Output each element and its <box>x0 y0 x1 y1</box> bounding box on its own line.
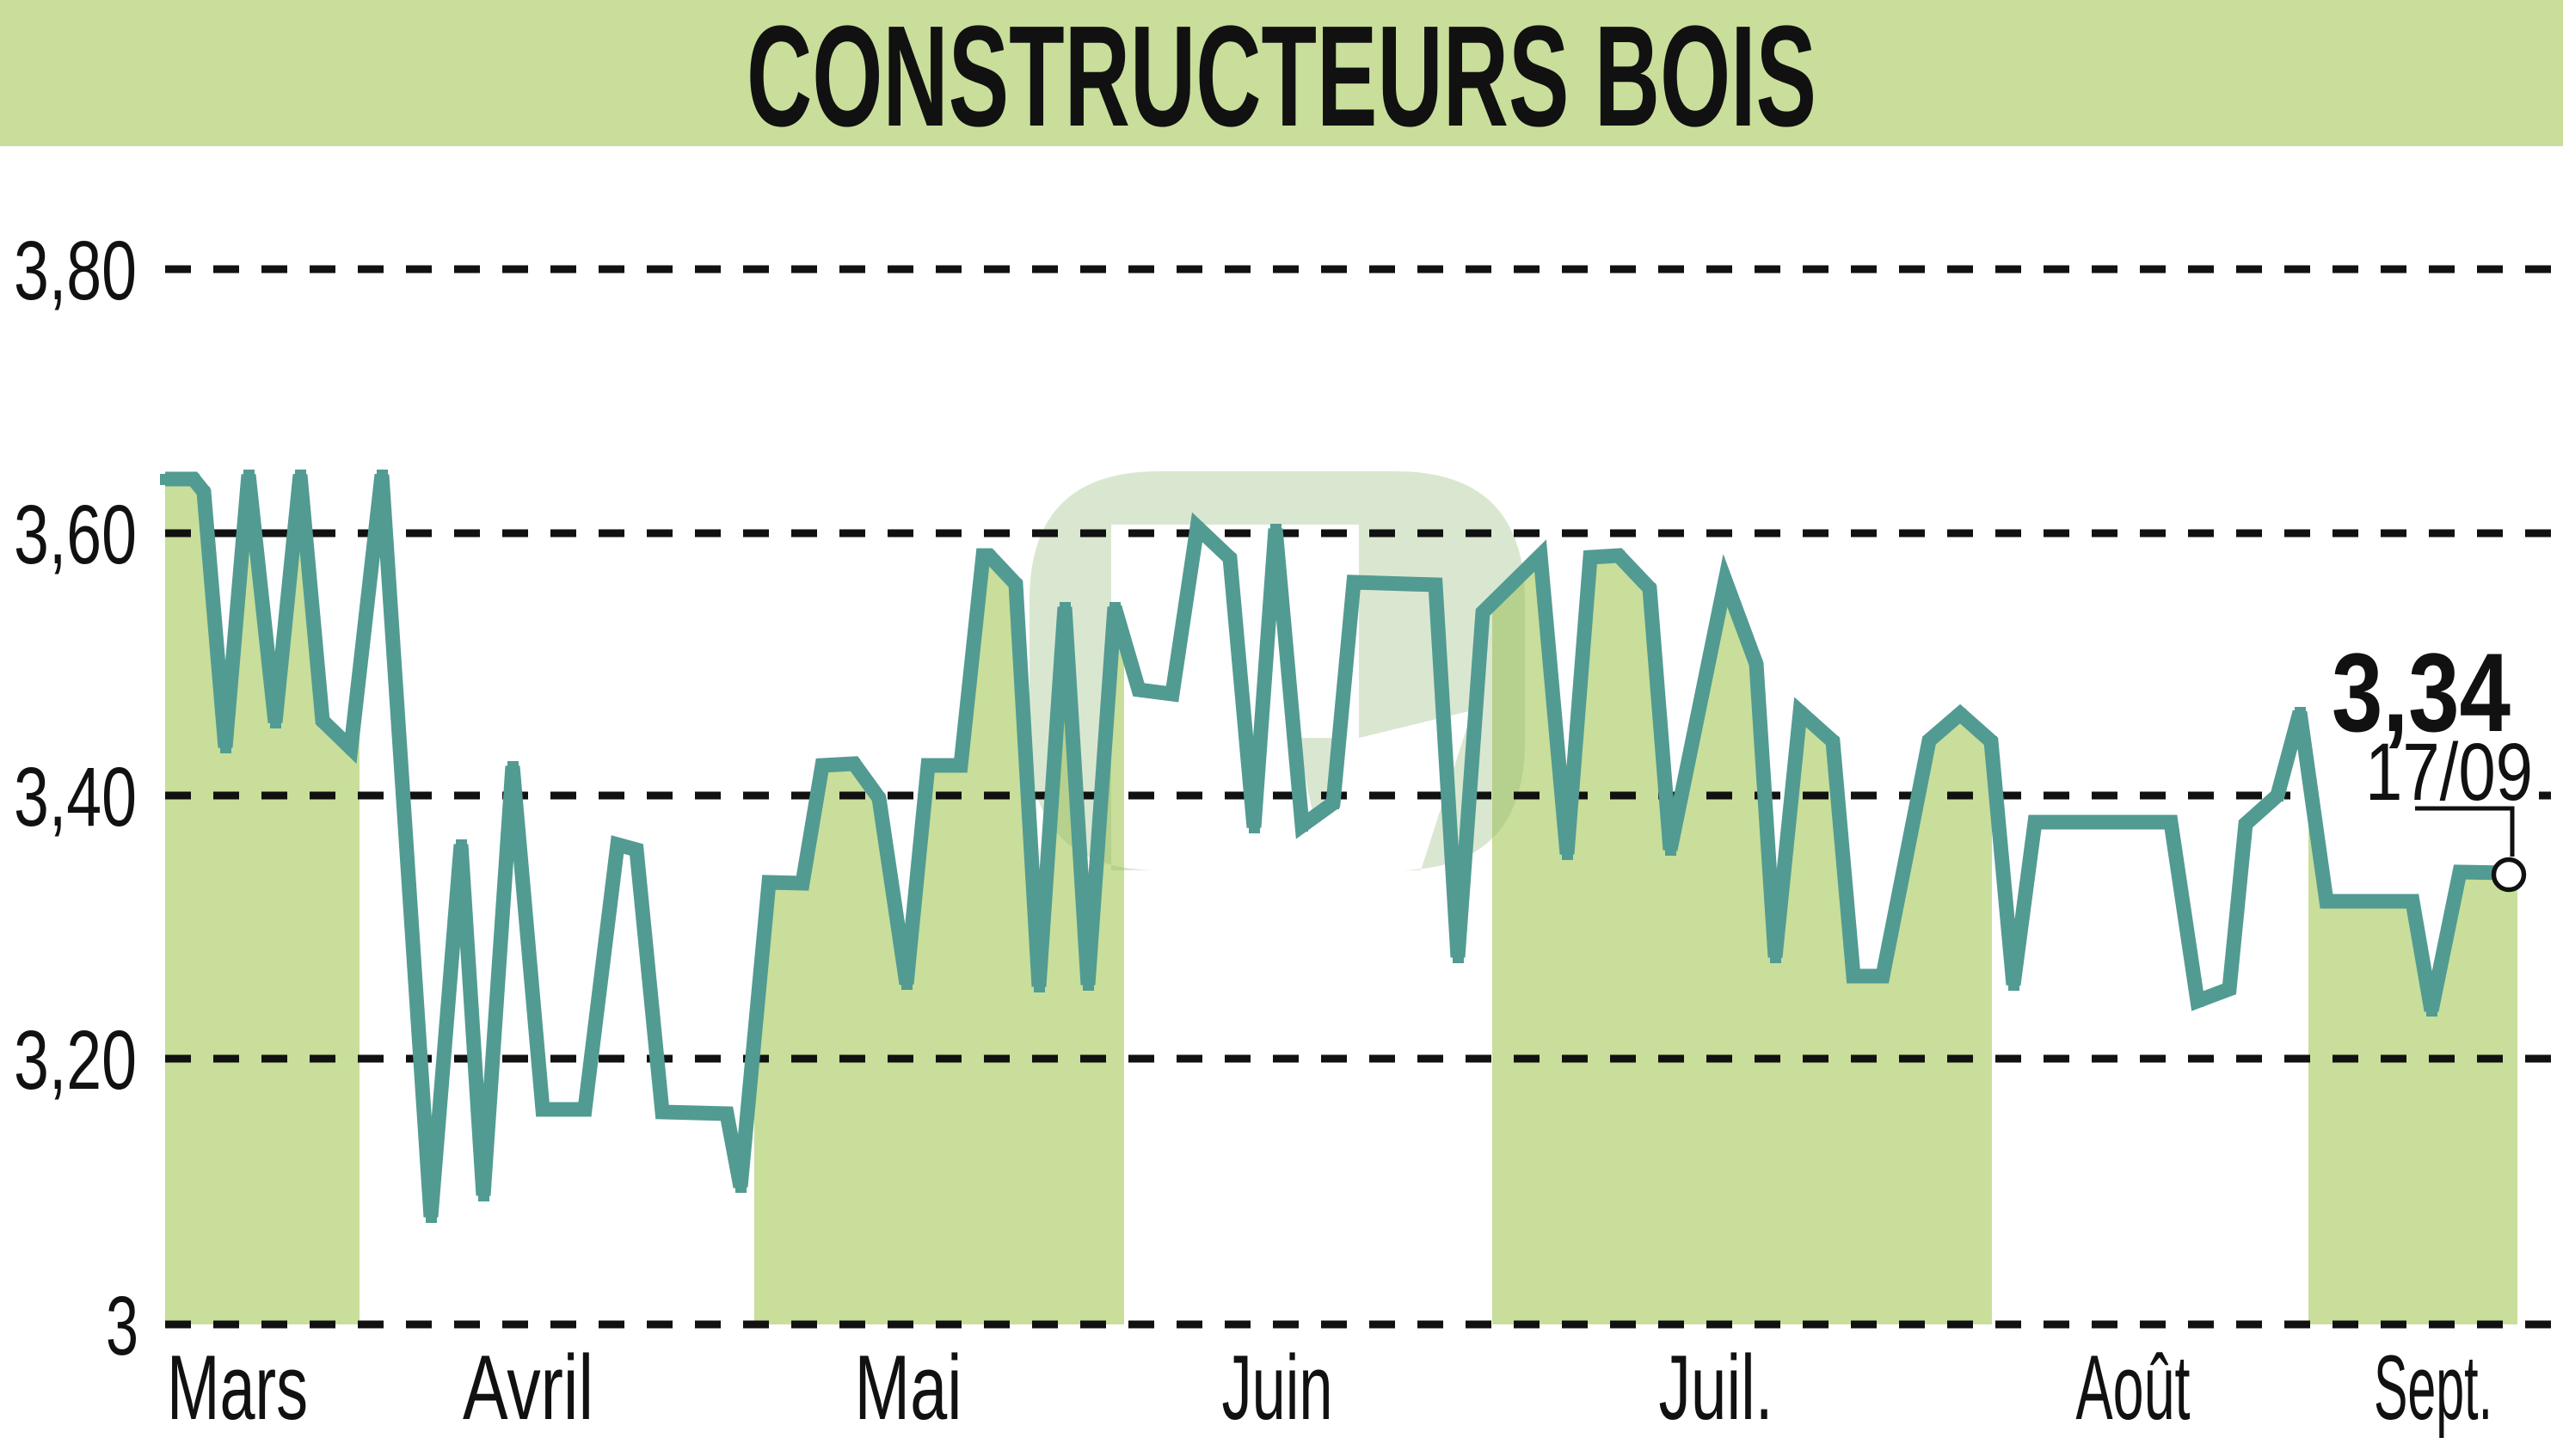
svg-text:3,20: 3,20 <box>14 1013 137 1107</box>
svg-text:CONSTRUCTEURS BOIS: CONSTRUCTEURS BOIS <box>747 0 1816 157</box>
svg-text:3: 3 <box>106 1279 138 1373</box>
svg-text:3,80: 3,80 <box>14 224 137 317</box>
svg-text:3,60: 3,60 <box>14 488 137 581</box>
svg-text:3,34: 3,34 <box>2332 630 2511 755</box>
svg-text:Sept.: Sept. <box>2374 1336 2492 1439</box>
svg-text:17/09: 17/09 <box>2365 727 2533 818</box>
svg-text:Avril: Avril <box>463 1336 593 1439</box>
svg-text:Mars: Mars <box>167 1336 308 1439</box>
svg-text:Juin: Juin <box>1222 1336 1333 1439</box>
svg-text:Août: Août <box>2076 1336 2191 1439</box>
svg-text:Mai: Mai <box>855 1336 962 1439</box>
svg-text:3,40: 3,40 <box>14 750 137 844</box>
svg-text:Juil.: Juil. <box>1659 1336 1773 1439</box>
